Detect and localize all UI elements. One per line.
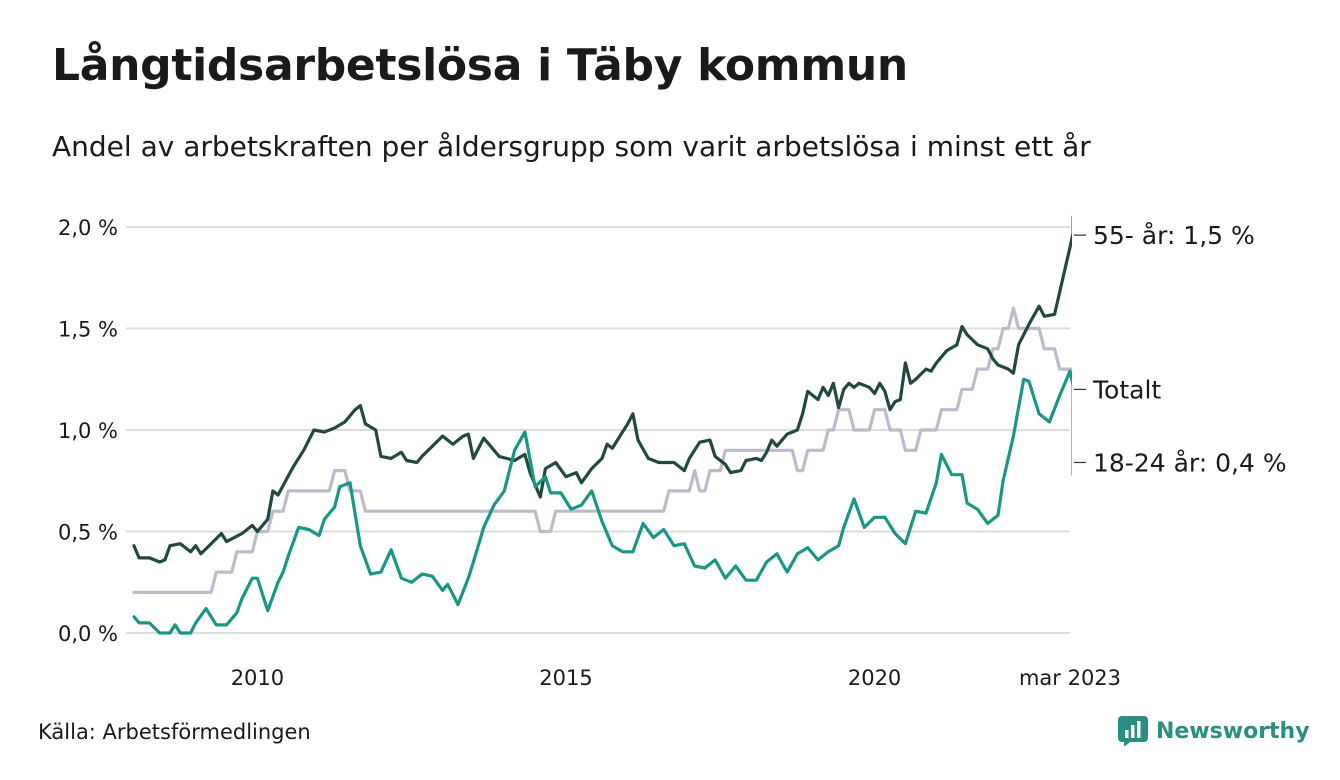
x-axis-ticks: 2010 2015 2020 mar 2023 <box>231 666 1121 690</box>
y-tick-label: 1,5 % <box>58 318 118 342</box>
series-line-age_18_24 <box>132 369 1072 635</box>
series-line-age_55 <box>132 215 1072 564</box>
y-tick-label: 0,0 % <box>58 622 118 646</box>
brand-name: Newsworthy <box>1156 718 1310 744</box>
chart-title: Långtidsarbetslösa i Täby kommun <box>52 40 908 91</box>
series-end-labels: Totalt 55- år: 1,5 % 18-24 år: 0,4 % <box>1074 221 1287 477</box>
gridlines <box>126 226 1070 634</box>
x-tick-label: 2020 <box>848 666 901 690</box>
end-label-age_55: 55- år: 1,5 % <box>1093 221 1255 250</box>
series-lines <box>132 215 1072 635</box>
x-tick-label: mar 2023 <box>1019 666 1121 690</box>
end-label-total: Totalt <box>1092 375 1161 404</box>
x-tick-label: 2015 <box>539 666 592 690</box>
chart-subtitle: Andel av arbetskraften per åldersgrupp s… <box>52 130 1091 163</box>
brand-logo[interactable]: Newsworthy <box>1118 714 1310 748</box>
y-tick-label: 2,0 % <box>58 216 118 240</box>
y-tick-label: 0,5 % <box>58 521 118 545</box>
end-label-age_18_24: 18-24 år: 0,4 % <box>1093 448 1287 477</box>
y-axis-ticks: 0,0 % 0,5 % 1,0 % 1,5 % 2,0 % <box>58 216 118 646</box>
source-note: Källa: Arbetsförmedlingen <box>38 720 311 744</box>
x-tick-label: 2010 <box>231 666 284 690</box>
series-line-total <box>132 306 1072 594</box>
newsworthy-logo-icon <box>1118 716 1148 746</box>
line-chart: 0,0 % 0,5 % 1,0 % 1,5 % 2,0 % 2010 2015 2020 ma… <box>58 215 1287 690</box>
y-tick-label: 1,0 % <box>58 419 118 443</box>
